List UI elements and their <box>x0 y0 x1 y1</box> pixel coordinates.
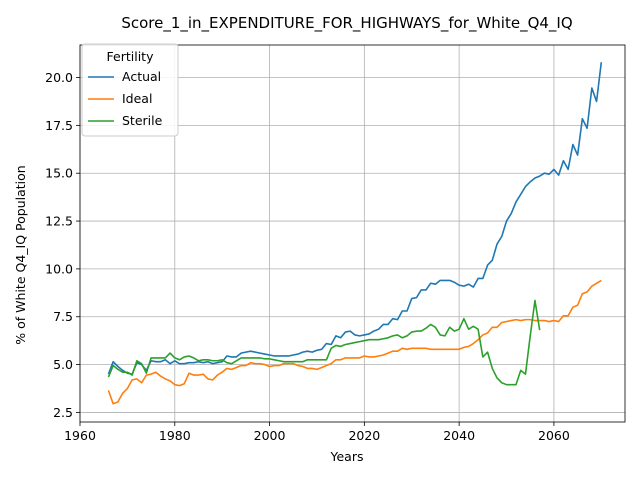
y-tick-label: 2.5 <box>53 405 73 420</box>
legend-label-ideal: Ideal <box>122 91 152 106</box>
y-axis-label: % of White Q4_IQ Population <box>13 165 28 344</box>
x-tick-label: 2040 <box>443 428 475 443</box>
series-line-sterile <box>107 299 541 386</box>
legend-label-sterile: Sterile <box>122 113 163 128</box>
y-tick-label: 20.0 <box>45 70 73 85</box>
x-tick-label: 2000 <box>254 428 286 443</box>
x-tick-label: 1980 <box>159 428 191 443</box>
series-lines <box>107 62 603 405</box>
x-axis: 1960 1980 2000 2020 2040 2060 <box>64 422 570 443</box>
grid <box>79 45 625 422</box>
y-tick-label: 7.5 <box>53 309 73 324</box>
x-tick-label: 2020 <box>348 428 380 443</box>
plot-frame <box>79 44 626 423</box>
y-axis: 2.5 5.0 7.5 10.0 12.5 15.0 17.5 20.0 <box>45 70 80 420</box>
legend: Fertility Actual Ideal Sterile <box>81 43 179 137</box>
y-tick-label: 5.0 <box>53 357 73 372</box>
x-tick-label: 1960 <box>64 428 96 443</box>
chart-title: Score_1_in_EXPENDITURE_FOR_HIGHWAYS_for_… <box>121 14 572 33</box>
y-tick-label: 17.5 <box>45 118 73 133</box>
y-tick-label: 15.0 <box>45 166 73 181</box>
y-tick-label: 10.0 <box>45 261 73 276</box>
y-tick-label: 12.5 <box>45 214 73 229</box>
series-line-actual <box>107 62 603 375</box>
legend-label-actual: Actual <box>122 69 161 84</box>
legend-box <box>81 43 179 137</box>
x-axis-label: Years <box>330 449 364 464</box>
legend-title: Fertility <box>107 49 155 64</box>
series-line-ideal <box>107 279 602 405</box>
x-tick-label: 2060 <box>538 428 570 443</box>
